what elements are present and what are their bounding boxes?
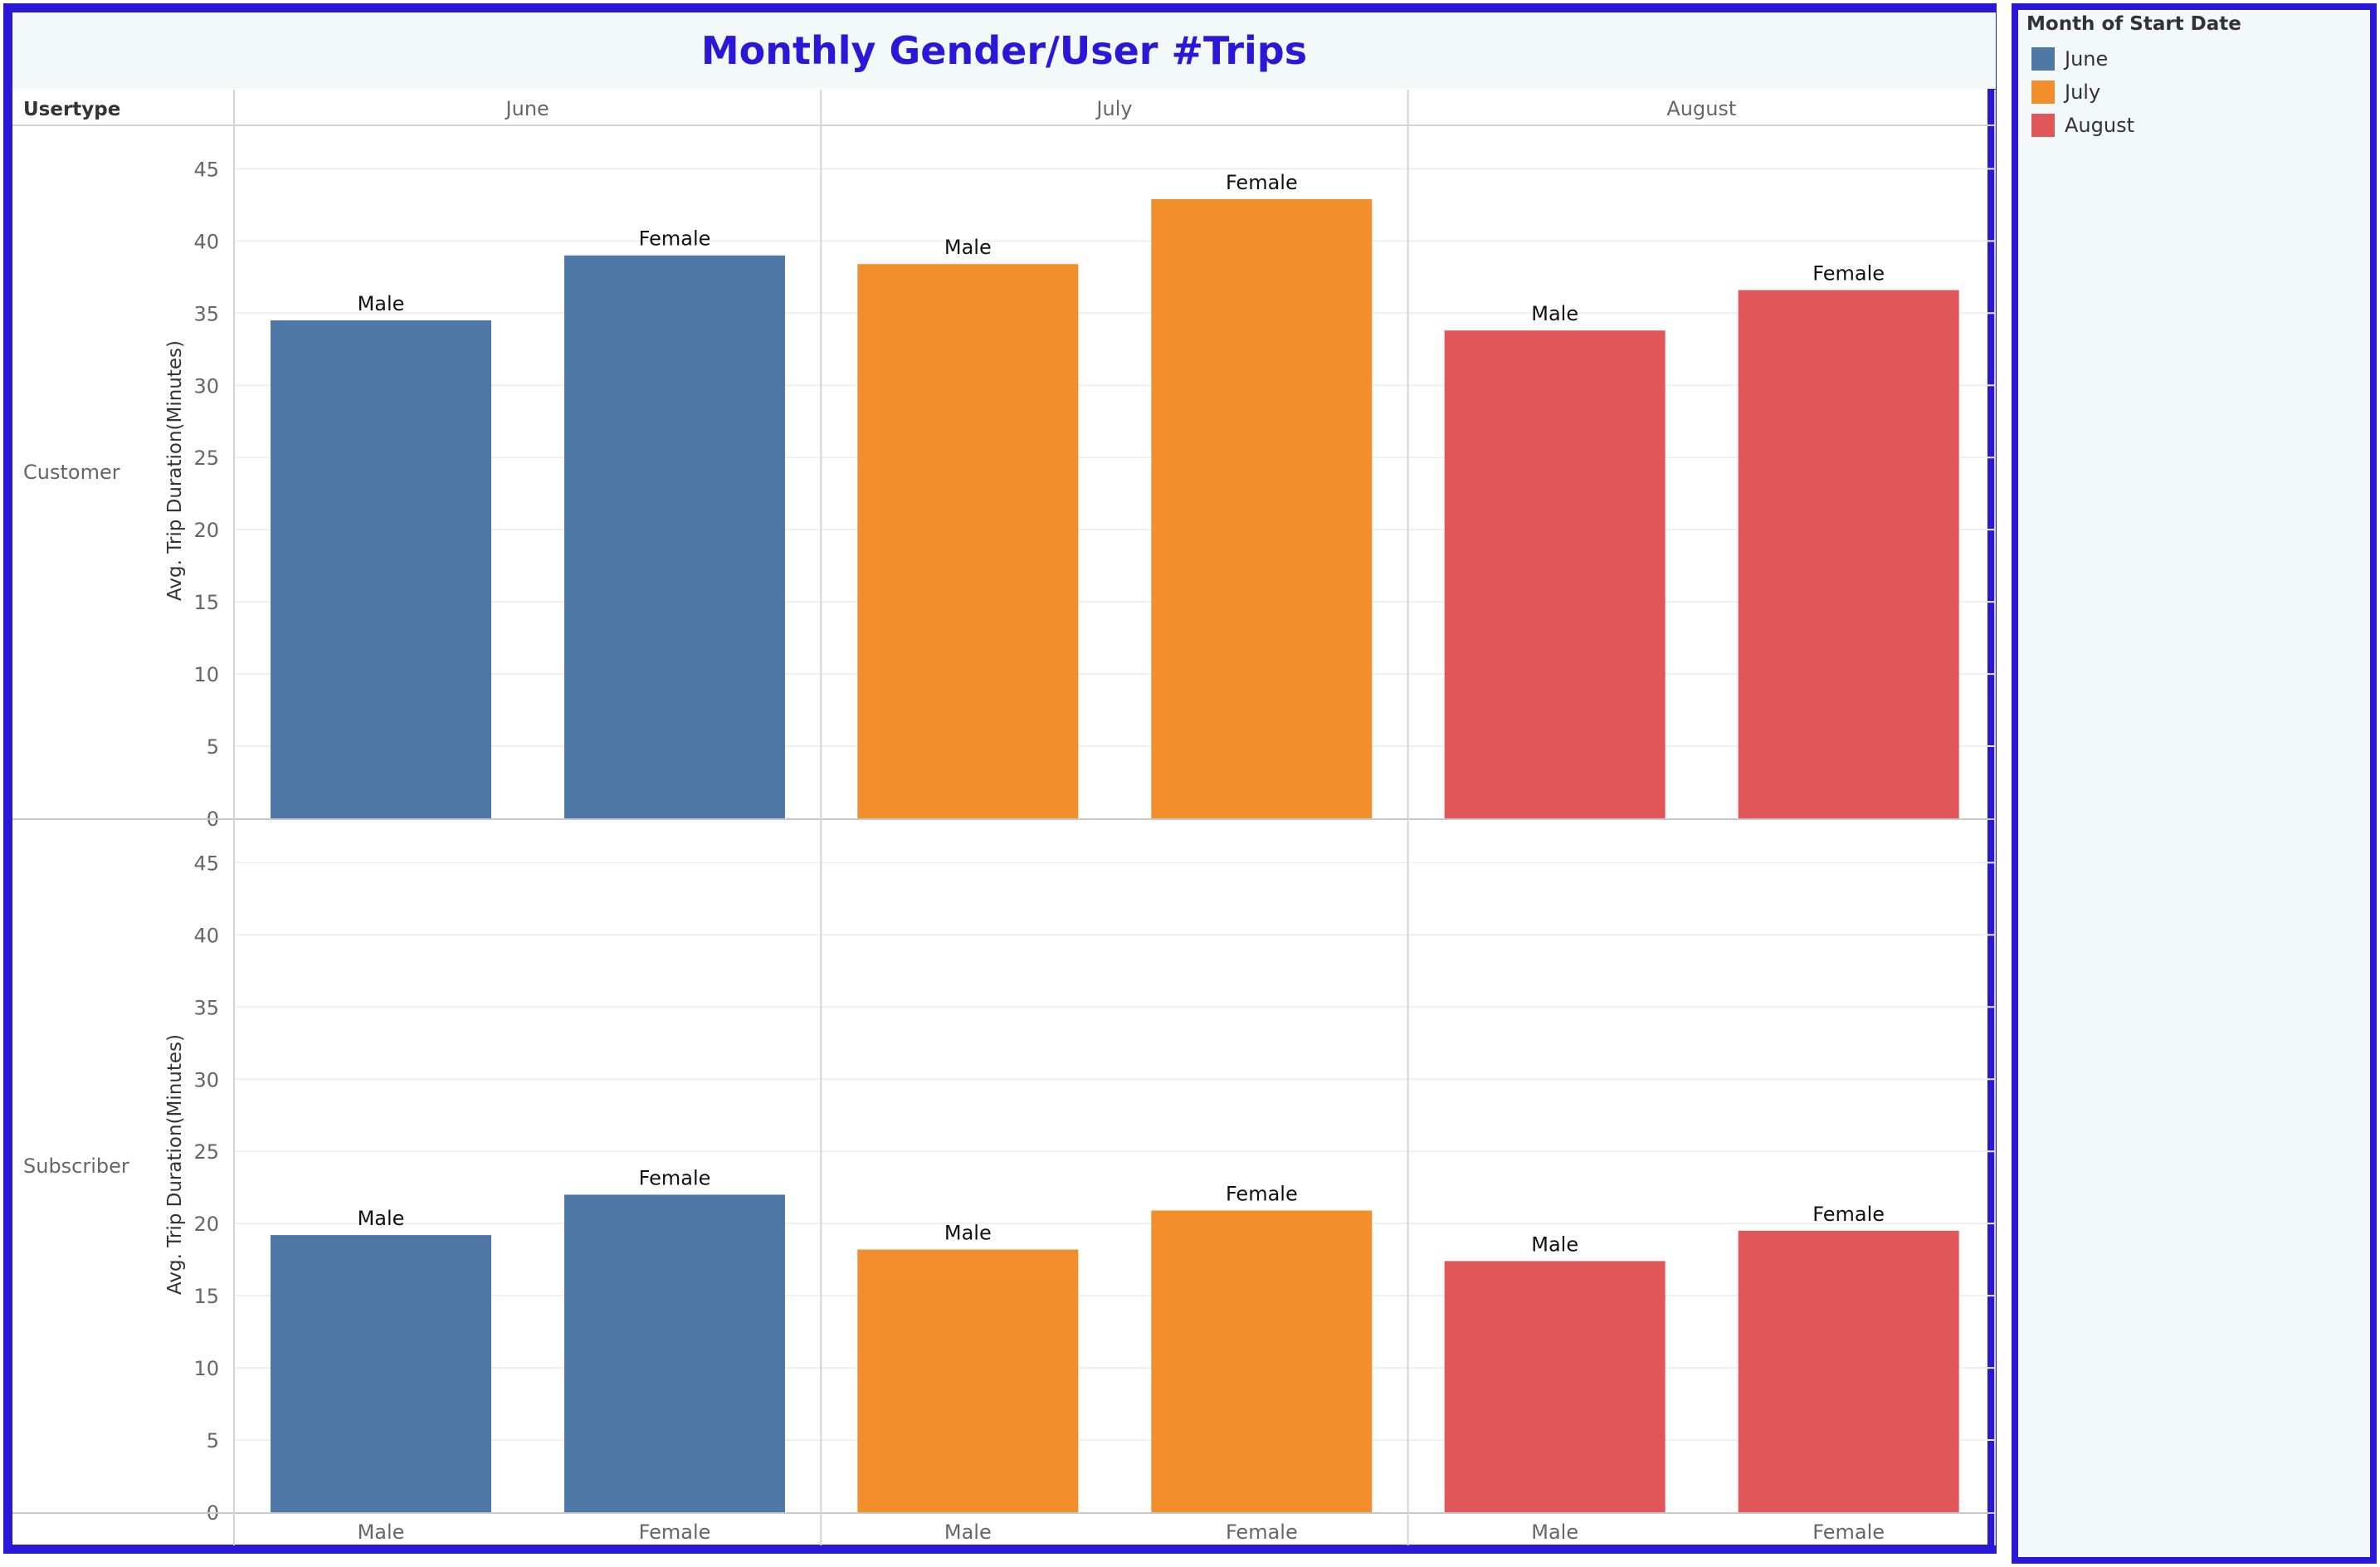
legend-title: Month of Start Date [2026,13,2241,35]
legend-label-june: June [2065,47,2109,71]
y-tick-label: 30 [193,374,219,398]
x-tick-label: Female [639,1521,711,1544]
bar-data-label: Female [639,227,711,251]
x-tick-label: Female [1226,1521,1298,1544]
bar-subscriber-august-female [1738,1230,1959,1512]
title-band [12,12,1996,89]
x-tick-label: Male [1531,1521,1578,1544]
y-tick-label: 5 [207,1429,219,1452]
bar-chart: Usertype June July August051015202530354045… [12,90,1996,1545]
bar-subscriber-june-male [271,1235,491,1512]
bar-subscriber-july-male [857,1249,1079,1512]
legend-item-august[interactable]: August [2031,113,2134,138]
y-tick-label: 35 [193,302,219,325]
legend-item-july[interactable]: July [2031,80,2100,105]
y-tick-label: 45 [193,852,219,875]
y-tick-label: 25 [193,1140,219,1164]
legend-swatch-august [2031,114,2055,137]
legend-item-june[interactable]: June [2031,46,2108,71]
legend-label-july: July [2065,81,2101,104]
y-tick-label: 10 [193,1357,219,1380]
bar-data-label: Male [944,236,992,259]
y-tick-label: 15 [193,1285,219,1308]
row-label-subscriber: Subscriber [23,1155,129,1178]
y-tick-label: 40 [193,924,219,947]
bar-subscriber-june-female [564,1194,785,1512]
y-tick-label: 5 [207,735,219,759]
y-tick-label: 35 [193,996,219,1019]
y-tick-label: 45 [193,158,219,181]
bar-data-label: Female [1226,171,1298,194]
column-header-july: July [1095,97,1132,120]
y-tick-label: 20 [193,519,219,542]
row-label-customer: Customer [23,461,120,484]
chart-title: Monthly Gender/User #Trips [700,28,1308,73]
y-axis-title: Avg. Trip Duration(Minutes) [164,1034,186,1295]
bar-customer-june-male [271,320,491,818]
y-tick-label: 20 [193,1213,219,1236]
bar-data-label: Male [358,292,405,315]
y-axis-title: Avg. Trip Duration(Minutes) [164,340,186,601]
column-header-june: June [505,97,549,120]
bar-subscriber-july-female [1151,1210,1373,1512]
bar-data-label: Female [639,1166,711,1189]
legend-swatch-june [2031,47,2055,71]
x-tick-label: Male [358,1521,405,1544]
y-tick-label: 25 [193,447,219,470]
bar-customer-july-female [1151,198,1373,819]
legend-panel [2012,3,2377,1564]
y-tick-label: 10 [193,663,219,686]
bar-customer-august-male [1444,330,1666,818]
bar-data-label: Male [358,1207,405,1230]
x-tick-label: Male [944,1521,992,1544]
y-tick-label: 15 [193,591,219,614]
bar-data-label: Male [1531,302,1578,325]
legend-swatch-july [2031,81,2055,104]
bar-customer-june-female [564,255,785,818]
bar-subscriber-august-male [1444,1261,1666,1512]
bar-data-label: Male [1531,1233,1578,1256]
row-header-label: Usertype [23,99,120,120]
bar-data-label: Female [1812,261,1885,285]
bar-customer-july-male [857,264,1079,818]
column-header-august: August [1666,97,1736,120]
bar-data-label: Female [1812,1203,1885,1226]
y-tick-label: 30 [193,1068,219,1091]
y-tick-label: 40 [193,230,219,253]
legend-label-august: August [2065,114,2134,137]
x-tick-label: Female [1812,1521,1885,1544]
bar-customer-august-female [1738,290,1959,818]
bar-data-label: Female [1226,1183,1298,1206]
bar-data-label: Male [944,1221,992,1244]
